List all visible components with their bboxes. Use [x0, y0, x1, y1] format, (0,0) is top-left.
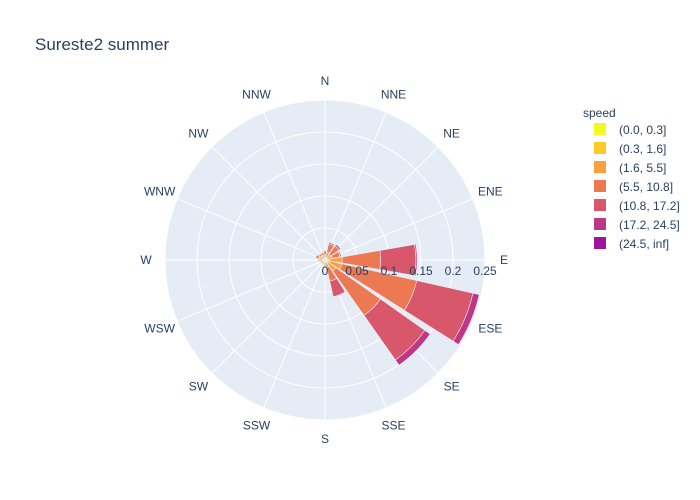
legend-swatch — [594, 180, 606, 192]
legend-label: (0.3, 1.6] — [619, 142, 666, 156]
radial-tick-label: 0.25 — [473, 264, 497, 278]
angular-grid-line — [324, 198, 474, 261]
direction-label-wnw: WNW — [144, 184, 176, 198]
direction-label-s: S — [321, 432, 329, 446]
legend-label: (24.5, inf] — [619, 237, 669, 251]
radial-tick-label: 0.15 — [409, 264, 433, 278]
angular-grid-line — [324, 111, 387, 261]
direction-label-ssw: SSW — [243, 418, 271, 432]
wind-bar-w[interactable] — [317, 258, 320, 262]
direction-label-nw: NW — [188, 126, 209, 140]
angular-grid-line — [324, 146, 439, 261]
chart-title: Sureste2 summer — [35, 35, 169, 54]
direction-label-ne: NE — [443, 126, 460, 140]
radial-tick-label: 0.2 — [445, 264, 462, 278]
legend-label: (17.2, 24.5] — [619, 218, 680, 232]
direction-label-n: N — [321, 74, 330, 88]
direction-label-sse: SSE — [381, 418, 405, 432]
wind-bar-ne[interactable] — [334, 243, 342, 251]
direction-label-w: W — [140, 253, 152, 267]
radial-tick-label: 0 — [322, 264, 329, 278]
direction-label-wsw: WSW — [144, 322, 175, 336]
wind-bar-sse[interactable] — [332, 291, 346, 298]
direction-label-nnw: NNW — [242, 88, 271, 102]
direction-label-sw: SW — [189, 380, 209, 394]
wind-bar-nnw[interactable] — [320, 252, 325, 257]
legend-item[interactable]: (0.3, 1.6] — [594, 142, 666, 156]
legend-item[interactable]: (1.6, 5.5] — [594, 161, 666, 175]
legend-label: (0.0, 0.3] — [619, 123, 666, 137]
legend-swatch — [594, 123, 606, 135]
wind-bar-s[interactable] — [323, 264, 327, 267]
wind-bar-nw[interactable] — [318, 253, 323, 258]
wind-bar-ese[interactable] — [452, 292, 480, 346]
wind-bar-ene[interactable] — [337, 250, 342, 257]
radial-tick-label: 0.1 — [381, 264, 398, 278]
legend-swatch — [594, 237, 606, 249]
legend-item[interactable]: (17.2, 24.5] — [594, 218, 680, 232]
legend-swatch — [594, 161, 606, 173]
wind-bar-wnw[interactable] — [315, 254, 321, 259]
legend-item[interactable]: (24.5, inf] — [594, 237, 669, 251]
legend-label: (10.8, 17.2] — [619, 199, 680, 213]
direction-label-se: SE — [444, 380, 460, 394]
direction-label-ese: ESE — [478, 322, 502, 336]
angular-grid-line — [211, 259, 326, 374]
polar-area: 0 0.05 0.1 0.15 0.2 0.25 N NNE NE ENE E ESE SE SSE S SS… — [140, 74, 508, 446]
legend-label: (5.5, 10.8] — [619, 180, 673, 194]
legend-swatch — [594, 199, 606, 211]
legend-swatch — [594, 142, 606, 154]
direction-label-e: E — [500, 253, 508, 267]
angular-grid-line — [263, 111, 326, 261]
angular-grid-line — [176, 259, 326, 322]
wind-bar-wsw[interactable] — [319, 260, 322, 264]
direction-label-nne: NNE — [381, 88, 406, 102]
legend-title: speed — [583, 106, 616, 120]
angular-grid-line — [176, 198, 326, 261]
wind-bar-n[interactable] — [323, 250, 327, 252]
legend-item[interactable]: (5.5, 10.8] — [594, 180, 673, 194]
legend[interactable]: speed (0.0, 0.3] (0.3, 1.6] (1.6, 5.5] (5.5… — [583, 106, 680, 251]
legend-label: (1.6, 5.5] — [619, 161, 666, 175]
angular-grid-line — [263, 259, 326, 409]
legend-item[interactable]: (10.8, 17.2] — [594, 199, 680, 213]
wind-bar-nne[interactable] — [328, 242, 336, 247]
direction-label-ene: ENE — [478, 184, 503, 198]
wind-bar-se[interactable] — [394, 329, 431, 366]
angular-grid-line — [211, 146, 326, 261]
wind-bar-e[interactable] — [414, 243, 418, 277]
legend-item[interactable]: (0.0, 0.3] — [594, 123, 666, 137]
radial-tick-label: 0.05 — [345, 264, 369, 278]
legend-swatch — [594, 218, 606, 230]
